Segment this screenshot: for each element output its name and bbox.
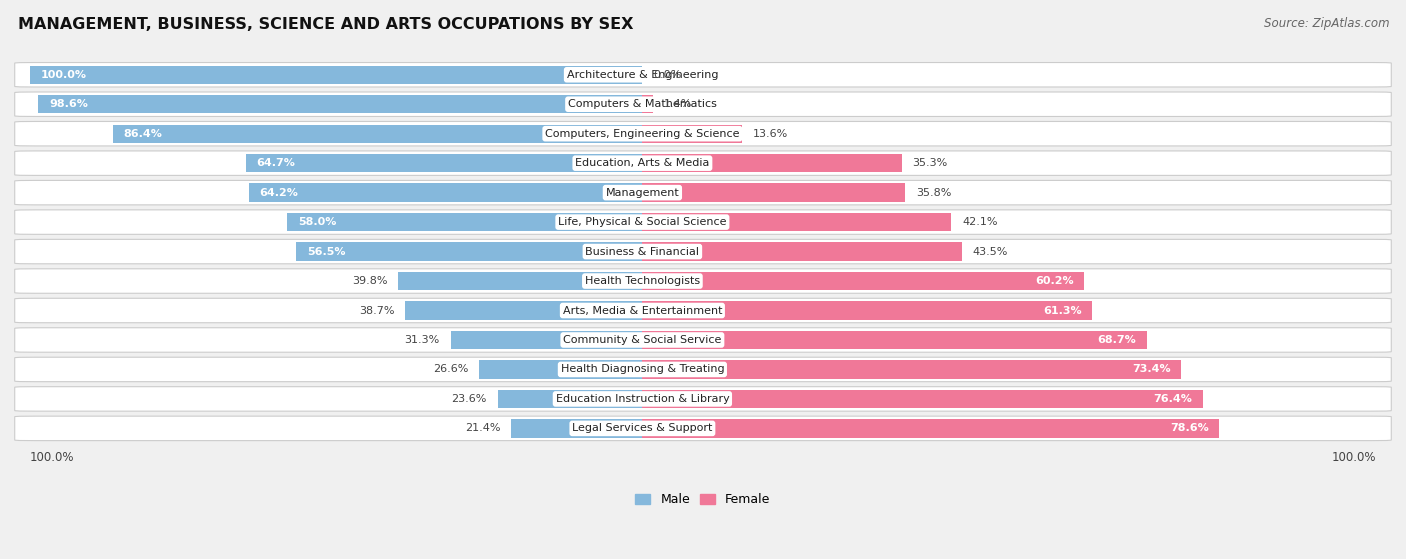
Text: 100.0%: 100.0% <box>1331 451 1376 465</box>
Text: Education, Arts & Media: Education, Arts & Media <box>575 158 710 168</box>
Text: 60.2%: 60.2% <box>1035 276 1074 286</box>
FancyBboxPatch shape <box>14 357 1392 382</box>
Bar <box>643 301 1092 320</box>
Text: 86.4%: 86.4% <box>124 129 163 139</box>
FancyBboxPatch shape <box>14 299 1392 323</box>
Bar <box>249 183 643 202</box>
Text: 76.4%: 76.4% <box>1153 394 1192 404</box>
Text: Computers & Mathematics: Computers & Mathematics <box>568 100 717 109</box>
Text: 23.6%: 23.6% <box>451 394 486 404</box>
Text: Health Technologists: Health Technologists <box>585 276 700 286</box>
Text: 1.4%: 1.4% <box>664 100 692 109</box>
Text: 0.0%: 0.0% <box>654 70 682 80</box>
Text: Legal Services & Support: Legal Services & Support <box>572 423 713 433</box>
FancyBboxPatch shape <box>14 63 1392 87</box>
Bar <box>643 272 1084 290</box>
Text: Business & Financial: Business & Financial <box>585 247 699 257</box>
FancyBboxPatch shape <box>14 239 1392 264</box>
Bar <box>38 95 643 113</box>
Text: 56.5%: 56.5% <box>307 247 346 257</box>
Text: 35.3%: 35.3% <box>912 158 948 168</box>
Text: Arts, Media & Entertainment: Arts, Media & Entertainment <box>562 306 723 315</box>
Text: 58.0%: 58.0% <box>298 217 336 227</box>
Bar <box>297 243 643 260</box>
Text: 68.7%: 68.7% <box>1097 335 1136 345</box>
FancyBboxPatch shape <box>14 151 1392 176</box>
Text: 64.2%: 64.2% <box>260 188 298 198</box>
Bar <box>30 65 643 84</box>
Text: 13.6%: 13.6% <box>754 129 789 139</box>
FancyBboxPatch shape <box>14 387 1392 411</box>
Text: Community & Social Service: Community & Social Service <box>564 335 721 345</box>
Text: 21.4%: 21.4% <box>465 423 501 433</box>
FancyBboxPatch shape <box>14 416 1392 440</box>
Bar <box>643 154 901 172</box>
Bar <box>643 183 905 202</box>
FancyBboxPatch shape <box>14 210 1392 234</box>
Text: Computers, Engineering & Science: Computers, Engineering & Science <box>546 129 740 139</box>
Legend: Male, Female: Male, Female <box>630 488 776 511</box>
Bar <box>643 243 962 260</box>
FancyBboxPatch shape <box>14 181 1392 205</box>
Bar <box>246 154 643 172</box>
FancyBboxPatch shape <box>14 269 1392 293</box>
Bar <box>479 361 643 378</box>
Text: MANAGEMENT, BUSINESS, SCIENCE AND ARTS OCCUPATIONS BY SEX: MANAGEMENT, BUSINESS, SCIENCE AND ARTS O… <box>18 17 634 32</box>
Text: 31.3%: 31.3% <box>405 335 440 345</box>
Text: 43.5%: 43.5% <box>973 247 1008 257</box>
Bar <box>643 331 1147 349</box>
Bar <box>450 331 643 349</box>
Bar <box>643 390 1204 408</box>
Text: Health Diagnosing & Treating: Health Diagnosing & Treating <box>561 364 724 375</box>
Bar <box>398 272 643 290</box>
Text: 100.0%: 100.0% <box>30 451 75 465</box>
Bar <box>643 419 1219 438</box>
Text: 61.3%: 61.3% <box>1043 306 1081 315</box>
Text: 78.6%: 78.6% <box>1170 423 1209 433</box>
Text: 73.4%: 73.4% <box>1132 364 1170 375</box>
Bar <box>643 361 1181 378</box>
Text: Life, Physical & Social Science: Life, Physical & Social Science <box>558 217 727 227</box>
Bar <box>287 213 643 231</box>
Text: 64.7%: 64.7% <box>257 158 295 168</box>
Text: 42.1%: 42.1% <box>962 217 998 227</box>
Text: 35.8%: 35.8% <box>915 188 952 198</box>
Text: Education Instruction & Library: Education Instruction & Library <box>555 394 730 404</box>
Bar <box>405 301 643 320</box>
FancyBboxPatch shape <box>14 328 1392 352</box>
Text: 98.6%: 98.6% <box>49 100 87 109</box>
Text: 38.7%: 38.7% <box>359 306 395 315</box>
Bar <box>643 213 952 231</box>
Bar <box>512 419 643 438</box>
Text: Source: ZipAtlas.com: Source: ZipAtlas.com <box>1264 17 1389 30</box>
Text: 39.8%: 39.8% <box>352 276 388 286</box>
FancyBboxPatch shape <box>14 92 1392 116</box>
Text: 100.0%: 100.0% <box>41 70 86 80</box>
Bar <box>643 125 742 143</box>
Text: 26.6%: 26.6% <box>433 364 468 375</box>
Bar <box>643 95 652 113</box>
Bar <box>112 125 643 143</box>
Bar <box>498 390 643 408</box>
Text: Architecture & Engineering: Architecture & Engineering <box>567 70 718 80</box>
Text: Management: Management <box>606 188 679 198</box>
FancyBboxPatch shape <box>14 121 1392 146</box>
